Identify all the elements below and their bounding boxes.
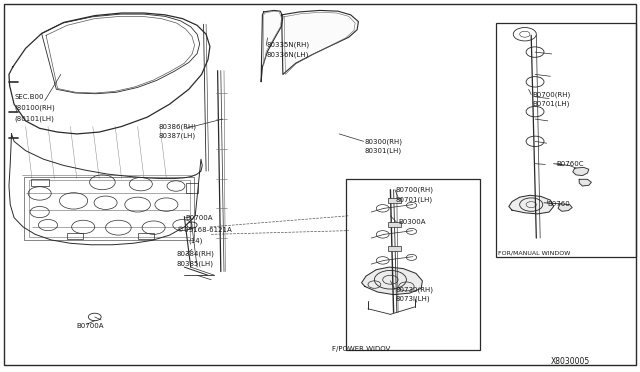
- Polygon shape: [282, 10, 358, 74]
- Text: 80701(LH): 80701(LH): [396, 196, 433, 203]
- Text: 80301(LH): 80301(LH): [365, 148, 402, 154]
- Bar: [388, 222, 401, 227]
- Polygon shape: [558, 204, 572, 211]
- Text: F/POWER WIDOV: F/POWER WIDOV: [332, 346, 390, 352]
- Bar: [186, 183, 198, 193]
- Text: (80101(LH): (80101(LH): [14, 115, 54, 122]
- Text: 80300(RH): 80300(RH): [365, 138, 403, 145]
- Text: FOR/MANUAL WINDOW: FOR/MANUAL WINDOW: [498, 250, 570, 256]
- Bar: [67, 233, 83, 239]
- Bar: [496, 23, 636, 257]
- Text: B0300A: B0300A: [398, 219, 426, 225]
- Text: ©09168-6121A: ©09168-6121A: [177, 227, 232, 233]
- Polygon shape: [509, 195, 554, 214]
- Text: B0760C: B0760C: [557, 161, 584, 167]
- Text: B0760: B0760: [548, 201, 571, 207]
- Text: 80387(LH): 80387(LH): [159, 133, 196, 140]
- Text: SEC.B00: SEC.B00: [14, 94, 44, 100]
- Text: 80386(RH): 80386(RH): [159, 123, 196, 130]
- Polygon shape: [261, 10, 283, 82]
- Text: (14): (14): [189, 237, 203, 244]
- Text: 80335N(RH): 80335N(RH): [266, 41, 309, 48]
- Bar: [346, 179, 480, 350]
- Text: B0701(LH): B0701(LH): [532, 101, 570, 108]
- Text: B0700A: B0700A: [77, 323, 104, 328]
- Bar: [29, 180, 190, 237]
- Bar: [388, 246, 401, 251]
- Text: B0700A: B0700A: [186, 215, 213, 221]
- Text: B0700(RH): B0700(RH): [532, 91, 571, 98]
- Text: 80700(RH): 80700(RH): [396, 186, 433, 193]
- Bar: [31, 179, 49, 186]
- Text: X8030005: X8030005: [550, 357, 589, 366]
- Text: 80385(LH): 80385(LH): [177, 261, 214, 267]
- Text: 8073I(LH): 8073I(LH): [396, 296, 430, 302]
- Bar: [138, 233, 154, 239]
- Polygon shape: [573, 167, 589, 176]
- Text: 80336N(LH): 80336N(LH): [266, 51, 308, 58]
- Polygon shape: [579, 179, 591, 186]
- Polygon shape: [362, 267, 422, 295]
- Text: 80730(RH): 80730(RH): [396, 286, 433, 293]
- Text: (80100(RH): (80100(RH): [14, 105, 55, 111]
- Text: 80384(RH): 80384(RH): [177, 250, 214, 257]
- Bar: [24, 177, 194, 240]
- Bar: [388, 198, 401, 203]
